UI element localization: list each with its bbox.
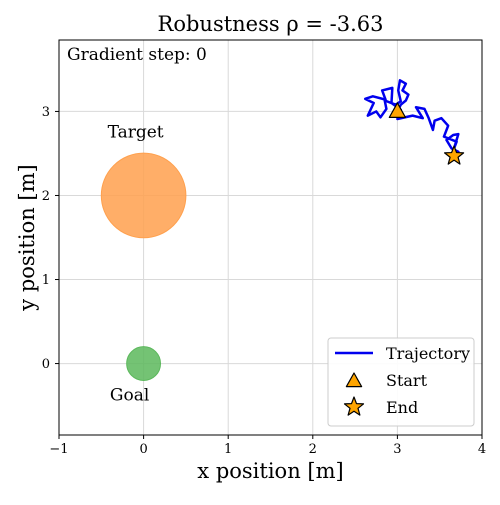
x-axis-label: x position [m] bbox=[197, 459, 343, 483]
x-tick-label: 3 bbox=[393, 442, 401, 457]
y-tick-label: 0 bbox=[42, 357, 50, 372]
legend-box bbox=[327, 337, 475, 427]
x-tick-label: 1 bbox=[224, 442, 232, 457]
x-tick-label: 0 bbox=[139, 442, 147, 457]
goal-label: Goal bbox=[110, 385, 149, 405]
legend-start-triangle-icon bbox=[345, 372, 363, 388]
legend-start-triangle bbox=[345, 372, 363, 388]
y-axis-label: y position [m] bbox=[15, 164, 39, 311]
legend-start-label: Start bbox=[386, 371, 428, 390]
legend: Trajectory Start End bbox=[327, 337, 475, 427]
ticks: −1 0 1 2 3 4 0 1 2 3 bbox=[42, 105, 486, 457]
x-tick-label: −1 bbox=[49, 442, 68, 457]
x-tick-label: 2 bbox=[309, 442, 317, 457]
plot-frame bbox=[58, 39, 483, 436]
chart-title: Robustness ρ = -3.63 bbox=[158, 12, 384, 36]
y-tick-label: 2 bbox=[42, 189, 50, 204]
legend-end-star bbox=[343, 396, 365, 416]
gradient-step-annotation: Gradient step: 0 bbox=[67, 45, 207, 65]
regions bbox=[100, 152, 187, 381]
y-tick-label: 1 bbox=[42, 273, 50, 288]
trajectory-line bbox=[364, 79, 460, 158]
trajectory-layer bbox=[364, 79, 460, 158]
x-tick-label: 4 bbox=[478, 442, 486, 457]
start-marker bbox=[388, 102, 407, 118]
markers bbox=[388, 102, 465, 165]
legend-end-label: End bbox=[386, 398, 418, 417]
end-marker bbox=[443, 145, 465, 165]
target-region bbox=[100, 152, 187, 239]
legend-end-star-icon bbox=[343, 396, 365, 416]
target-label: Target bbox=[108, 122, 164, 142]
legend-trajectory-label: Trajectory bbox=[386, 344, 470, 363]
goal-region bbox=[126, 346, 162, 381]
y-tick-label: 3 bbox=[42, 105, 50, 120]
